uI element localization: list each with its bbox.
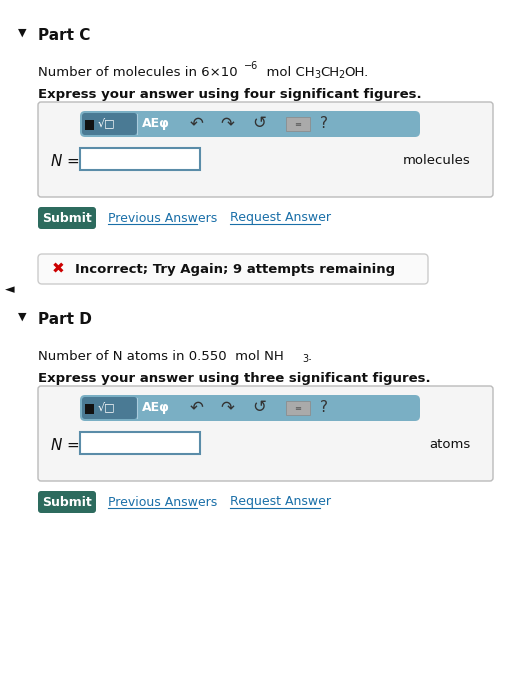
- FancyBboxPatch shape: [80, 395, 420, 421]
- Text: $N$ =: $N$ =: [50, 437, 79, 453]
- Text: Number of N atoms in 0.550  mol NH: Number of N atoms in 0.550 mol NH: [38, 350, 284, 363]
- Text: Express your answer using four significant figures.: Express your answer using four significa…: [38, 88, 422, 101]
- FancyBboxPatch shape: [38, 207, 96, 229]
- Text: ◄: ◄: [5, 284, 15, 297]
- Text: ✖: ✖: [51, 262, 65, 276]
- Text: ↺: ↺: [252, 114, 266, 132]
- Text: molecules: molecules: [402, 155, 470, 167]
- Text: ↷: ↷: [220, 398, 234, 416]
- FancyBboxPatch shape: [82, 113, 137, 135]
- Bar: [85, 120, 94, 130]
- Text: Submit: Submit: [42, 211, 92, 225]
- Text: ▼: ▼: [18, 312, 26, 322]
- FancyBboxPatch shape: [38, 491, 96, 513]
- Text: 3: 3: [314, 70, 320, 80]
- Text: OH.: OH.: [344, 66, 368, 79]
- Text: $N$ =: $N$ =: [50, 153, 79, 169]
- FancyBboxPatch shape: [38, 254, 428, 284]
- Text: Previous Answers: Previous Answers: [108, 211, 217, 225]
- Text: Incorrect; Try Again; 9 attempts remaining: Incorrect; Try Again; 9 attempts remaini…: [75, 262, 395, 276]
- Text: ↶: ↶: [190, 398, 204, 416]
- FancyBboxPatch shape: [82, 397, 137, 419]
- Text: Request Answer: Request Answer: [230, 496, 331, 508]
- Text: Part D: Part D: [38, 312, 92, 327]
- Text: ↺: ↺: [252, 398, 266, 416]
- FancyBboxPatch shape: [38, 386, 493, 481]
- Bar: [80, 148, 200, 170]
- Text: Previous Answers: Previous Answers: [108, 496, 217, 508]
- Text: √□: √□: [98, 118, 116, 128]
- Text: CH: CH: [320, 66, 339, 79]
- Text: ↶: ↶: [190, 114, 204, 132]
- Text: atoms: atoms: [429, 438, 470, 452]
- Bar: [286, 117, 310, 131]
- Text: Submit: Submit: [42, 496, 92, 508]
- Text: ?: ?: [320, 116, 328, 130]
- Text: −6: −6: [244, 61, 258, 71]
- Text: .: .: [308, 350, 312, 363]
- FancyBboxPatch shape: [80, 111, 420, 137]
- Text: Express your answer using three significant figures.: Express your answer using three signific…: [38, 372, 430, 385]
- Text: Part C: Part C: [38, 28, 90, 43]
- Text: ▼: ▼: [18, 28, 26, 38]
- Text: Request Answer: Request Answer: [230, 211, 331, 225]
- Text: ?: ?: [320, 400, 328, 414]
- Text: 2: 2: [338, 70, 344, 80]
- Bar: [286, 401, 310, 415]
- Text: 3: 3: [302, 354, 308, 364]
- Text: AEφ: AEφ: [142, 400, 170, 414]
- FancyBboxPatch shape: [38, 102, 493, 197]
- Text: ≡: ≡: [295, 120, 301, 129]
- Text: mol CH: mol CH: [258, 66, 314, 79]
- Text: √□: √□: [98, 402, 116, 412]
- Text: ↷: ↷: [220, 114, 234, 132]
- Text: AEφ: AEφ: [142, 116, 170, 130]
- Bar: [85, 404, 94, 414]
- Bar: [80, 432, 200, 454]
- Text: ≡: ≡: [295, 404, 301, 413]
- Text: Number of molecules in 6×10: Number of molecules in 6×10: [38, 66, 238, 79]
